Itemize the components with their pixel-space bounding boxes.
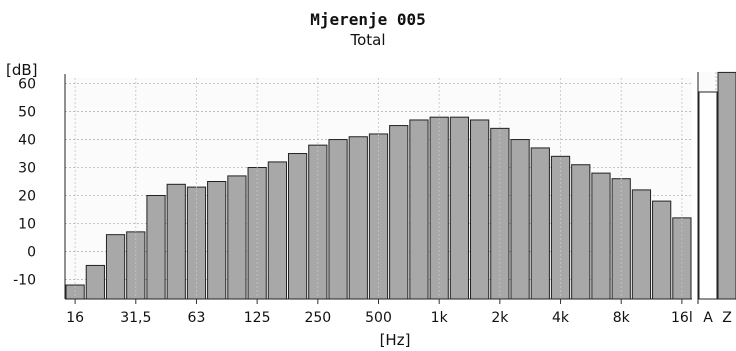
y-axis-label: [dB]: [6, 61, 38, 79]
bar: [652, 200, 672, 300]
bar: [348, 136, 368, 300]
y-tick-label: 50: [18, 105, 36, 121]
x-tick-label: 16l: [671, 310, 693, 326]
y-tick-label: 20: [18, 188, 36, 204]
y-tick-label: 60: [18, 77, 36, 93]
bar: [126, 231, 146, 300]
x-tick-label: 500: [365, 310, 392, 326]
bar: [328, 139, 348, 300]
x-tick-label: 250: [304, 310, 331, 326]
bar: [85, 264, 105, 300]
bar: [449, 116, 470, 300]
x-tick-label: 16: [66, 310, 84, 326]
x-axis-label: [Hz]: [380, 331, 411, 349]
bar: [389, 125, 409, 300]
bar: [227, 175, 247, 300]
x-tick-label: 1k: [431, 310, 449, 326]
x-tick-label: 125: [244, 310, 271, 326]
y-tick-label: 30: [18, 161, 36, 177]
bar: [166, 183, 186, 300]
bar: [490, 127, 510, 300]
summary-label: A: [703, 310, 713, 326]
x-tick-label: 63: [188, 310, 206, 326]
bar: [105, 234, 126, 300]
bar: [530, 147, 550, 300]
y-tick-label: 40: [18, 133, 36, 149]
x-tick-label: 4k: [552, 310, 570, 326]
bar: [409, 119, 429, 300]
x-tick-label: 31,5: [120, 310, 151, 326]
x-tick-label: 8k: [613, 310, 631, 326]
bar: [591, 172, 611, 300]
bar: [631, 189, 652, 300]
bar: [146, 194, 166, 300]
summary-bar: [698, 91, 718, 300]
bar: [287, 153, 308, 300]
chart-title: Mjerenje 005: [310, 10, 426, 29]
bar: [470, 119, 490, 300]
bar: [267, 161, 287, 300]
y-tick-label: 10: [18, 216, 36, 232]
y-tick-label: -10: [13, 272, 36, 288]
chart-subtitle: Total: [350, 31, 386, 49]
summary-label: Z: [722, 310, 732, 326]
y-tick-label: 0: [27, 244, 36, 260]
bar: [510, 139, 530, 300]
bar: [207, 181, 227, 300]
bar: [571, 164, 591, 300]
x-tick-label: 2k: [491, 310, 509, 326]
summary-bar: [717, 71, 736, 300]
